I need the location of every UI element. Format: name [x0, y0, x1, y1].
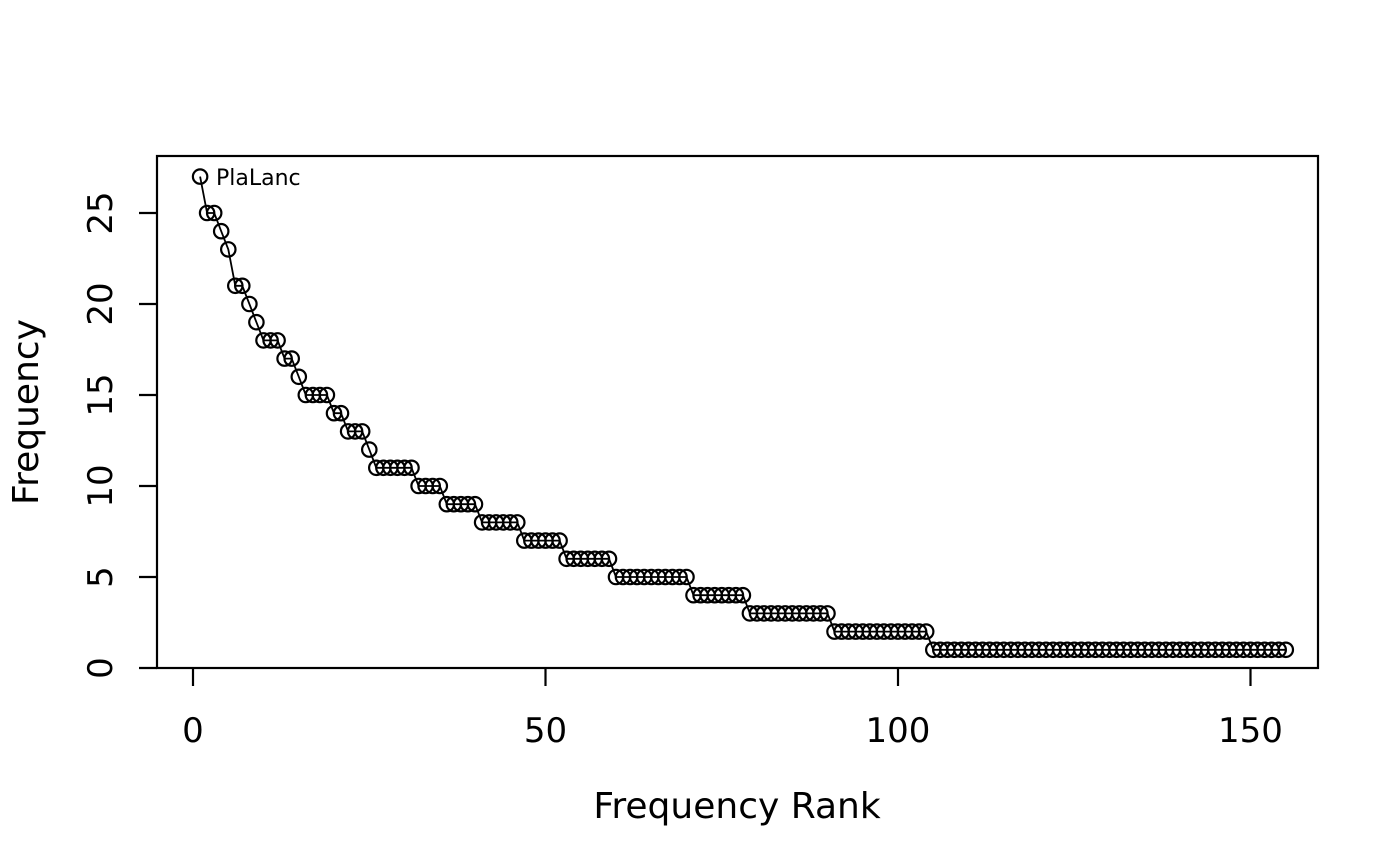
- data-point: [396, 459, 413, 477]
- data-point: [212, 222, 230, 240]
- data-point: [551, 532, 568, 549]
- data-point: [459, 495, 477, 513]
- data-point: [360, 441, 378, 458]
- data-point: [1277, 641, 1295, 659]
- data-series: [191, 168, 1295, 659]
- data-point: [220, 241, 237, 258]
- x-axis-ticks: 0 50 100 150: [182, 668, 1283, 751]
- series-line: [199, 176, 1286, 651]
- y-tick-label: 5: [81, 566, 121, 588]
- x-axis-title: Frequency Rank: [593, 786, 881, 827]
- x-tick-label: 100: [866, 711, 931, 751]
- data-point: [262, 332, 279, 349]
- data-point: [678, 568, 695, 586]
- y-tick-label: 15: [81, 373, 121, 416]
- data-point: [600, 550, 618, 568]
- y-tick-label: 25: [81, 191, 121, 234]
- data-point: [191, 168, 209, 185]
- data-point: [508, 514, 526, 531]
- data-point: [910, 623, 928, 640]
- data-point: [424, 477, 441, 495]
- y-tick-label: 10: [81, 464, 121, 507]
- data-point: [332, 404, 350, 422]
- data-point: [403, 459, 420, 477]
- data-point: [593, 550, 611, 568]
- data-point: [325, 404, 343, 422]
- data-point: [346, 423, 364, 440]
- y-tick-label: 0: [81, 657, 121, 679]
- data-point: [501, 514, 519, 531]
- y-tick-label: 20: [81, 282, 121, 325]
- data-point: [353, 423, 371, 440]
- data-point: [198, 204, 216, 222]
- data-point: [671, 568, 688, 586]
- data-point: [234, 277, 251, 295]
- data-point: [1270, 641, 1287, 659]
- data-point: [727, 586, 745, 604]
- plot-border: [155, 154, 1320, 670]
- data-point: [734, 586, 752, 604]
- data-point: [318, 386, 336, 404]
- data-point: [812, 605, 829, 622]
- data-point: [283, 350, 300, 367]
- data-point: [241, 295, 258, 313]
- x-tick-label: 0: [182, 711, 204, 751]
- x-tick-label: 50: [524, 711, 567, 751]
- data-point: [311, 386, 329, 404]
- y-axis-ticks: 0 5 10 15 20 25: [81, 191, 157, 679]
- data-point: [227, 277, 244, 295]
- data-point: [917, 623, 935, 640]
- data-point: [544, 532, 561, 549]
- data-point: [248, 313, 265, 331]
- data-point: [205, 204, 223, 222]
- data-point: [466, 495, 484, 513]
- data-point: [431, 477, 449, 495]
- data-point: [290, 368, 308, 386]
- first-point-label: PlaLanc: [216, 166, 301, 191]
- x-tick-label: 150: [1218, 711, 1283, 751]
- y-axis-title: Frequency: [6, 319, 47, 505]
- data-point: [276, 350, 293, 367]
- data-point: [269, 332, 286, 349]
- data-point: [819, 605, 836, 622]
